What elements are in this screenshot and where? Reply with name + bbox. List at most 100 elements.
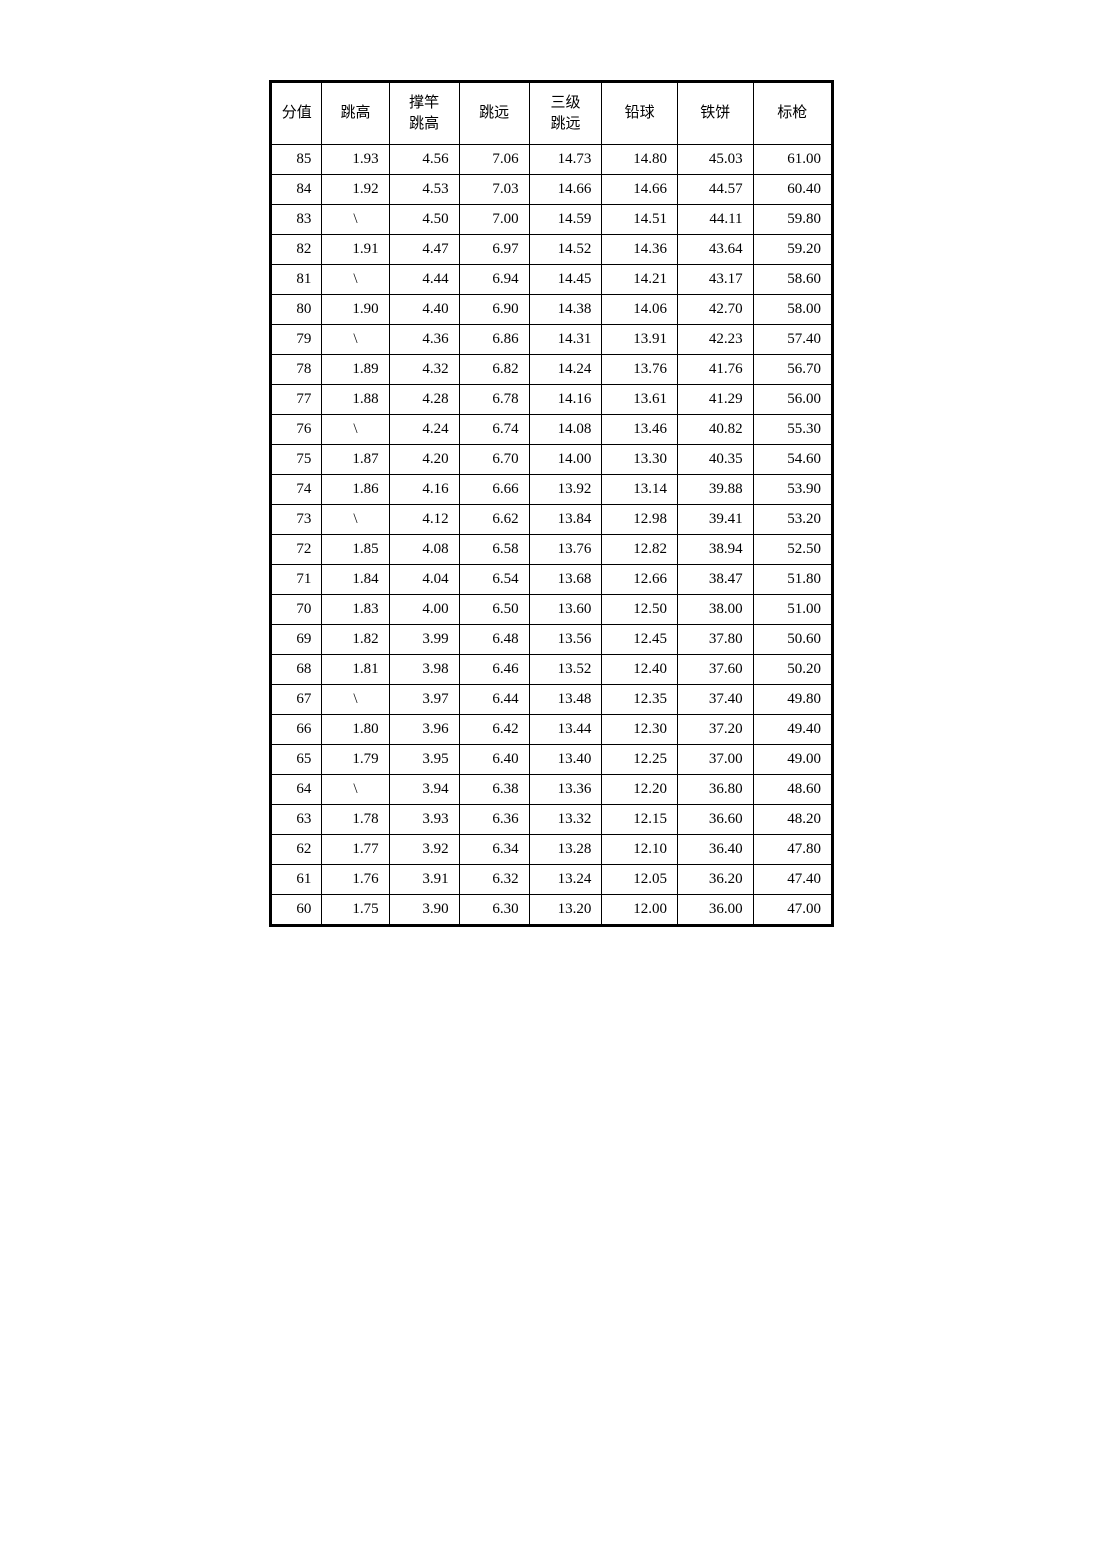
table-cell: 12.30	[602, 715, 678, 745]
table-row: 771.884.286.7814.1613.6141.2956.00	[272, 385, 832, 415]
table-cell: 38.94	[677, 535, 753, 565]
table-cell: 1.78	[322, 805, 389, 835]
table-cell: 14.45	[529, 265, 602, 295]
table-cell: 14.38	[529, 295, 602, 325]
table-cell: 65	[272, 745, 322, 775]
table-row: 701.834.006.5013.6012.5038.0051.00	[272, 595, 832, 625]
table-cell: 55.30	[753, 415, 831, 445]
table-cell: 51.80	[753, 565, 831, 595]
table-cell: 53.90	[753, 475, 831, 505]
table-cell: 58.60	[753, 265, 831, 295]
table-cell: 42.23	[677, 325, 753, 355]
table-cell: 44.11	[677, 205, 753, 235]
table-cell: 40.82	[677, 415, 753, 445]
table-cell: \	[322, 265, 389, 295]
table-cell: 13.68	[529, 565, 602, 595]
table-row: 681.813.986.4613.5212.4037.6050.20	[272, 655, 832, 685]
col-header-polevault: 撑竿跳高	[389, 83, 459, 145]
table-cell: 6.54	[459, 565, 529, 595]
table-cell: 36.40	[677, 835, 753, 865]
table-cell: 41.29	[677, 385, 753, 415]
table-cell: 12.40	[602, 655, 678, 685]
table-cell: \	[322, 775, 389, 805]
table-cell: 3.93	[389, 805, 459, 835]
table-cell: 38.47	[677, 565, 753, 595]
table-cell: \	[322, 325, 389, 355]
table-cell: 13.28	[529, 835, 602, 865]
table-cell: 14.59	[529, 205, 602, 235]
table-row: 631.783.936.3613.3212.1536.6048.20	[272, 805, 832, 835]
table-cell: 43.17	[677, 265, 753, 295]
table-row: 781.894.326.8214.2413.7641.7656.70	[272, 355, 832, 385]
table-row: 841.924.537.0314.6614.6644.5760.40	[272, 175, 832, 205]
table-cell: 1.76	[322, 865, 389, 895]
table-cell: 47.80	[753, 835, 831, 865]
table-cell: 70	[272, 595, 322, 625]
table-cell: 12.66	[602, 565, 678, 595]
table-cell: 50.60	[753, 625, 831, 655]
table-row: 691.823.996.4813.5612.4537.8050.60	[272, 625, 832, 655]
table-cell: 41.76	[677, 355, 753, 385]
table-cell: 53.20	[753, 505, 831, 535]
table-cell: 6.50	[459, 595, 529, 625]
table-cell: 37.20	[677, 715, 753, 745]
table-cell: 14.16	[529, 385, 602, 415]
table-cell: 4.47	[389, 235, 459, 265]
table-cell: 12.35	[602, 685, 678, 715]
table-cell: 36.00	[677, 895, 753, 925]
table-cell: 14.21	[602, 265, 678, 295]
table-cell: 3.92	[389, 835, 459, 865]
table-cell: 12.00	[602, 895, 678, 925]
table-cell: 14.80	[602, 145, 678, 175]
table-cell: 84	[272, 175, 322, 205]
table-cell: 12.20	[602, 775, 678, 805]
table-cell: 36.80	[677, 775, 753, 805]
table-cell: 14.66	[529, 175, 602, 205]
table-cell: 6.46	[459, 655, 529, 685]
table-cell: 45.03	[677, 145, 753, 175]
table-cell: 12.10	[602, 835, 678, 865]
table-cell: 37.60	[677, 655, 753, 685]
table-cell: 56.70	[753, 355, 831, 385]
table-row: 651.793.956.4013.4012.2537.0049.00	[272, 745, 832, 775]
table-row: 64\3.946.3813.3612.2036.8048.60	[272, 775, 832, 805]
table-cell: 1.88	[322, 385, 389, 415]
table-cell: 73	[272, 505, 322, 535]
table-cell: 3.94	[389, 775, 459, 805]
table-cell: 4.56	[389, 145, 459, 175]
table-cell: 12.25	[602, 745, 678, 775]
table-cell: 1.80	[322, 715, 389, 745]
table-cell: 12.05	[602, 865, 678, 895]
table-cell: 1.92	[322, 175, 389, 205]
table-cell: 13.91	[602, 325, 678, 355]
table-cell: 4.50	[389, 205, 459, 235]
table-cell: 37.00	[677, 745, 753, 775]
table-cell: 40.35	[677, 445, 753, 475]
col-header-shotput: 铅球	[602, 83, 678, 145]
table-cell: 4.00	[389, 595, 459, 625]
table-cell: 6.34	[459, 835, 529, 865]
table-cell: 61.00	[753, 145, 831, 175]
table-cell: 4.08	[389, 535, 459, 565]
table-cell: 66	[272, 715, 322, 745]
table-cell: 3.95	[389, 745, 459, 775]
header-row: 分值 跳高 撑竿跳高 跳远 三级跳远 铅球 铁饼 标枪	[272, 83, 832, 145]
table-cell: 3.91	[389, 865, 459, 895]
table-cell: 3.98	[389, 655, 459, 685]
table-row: 79\4.366.8614.3113.9142.2357.40	[272, 325, 832, 355]
table-cell: 43.64	[677, 235, 753, 265]
table-cell: 48.20	[753, 805, 831, 835]
table-row: 621.773.926.3413.2812.1036.4047.80	[272, 835, 832, 865]
table-cell: 4.36	[389, 325, 459, 355]
table-cell: 37.80	[677, 625, 753, 655]
table-head: 分值 跳高 撑竿跳高 跳远 三级跳远 铅球 铁饼 标枪	[272, 83, 832, 145]
table-cell: 59.80	[753, 205, 831, 235]
table-cell: 6.97	[459, 235, 529, 265]
table-cell: 3.99	[389, 625, 459, 655]
table-cell: 13.76	[529, 535, 602, 565]
table-cell: 6.90	[459, 295, 529, 325]
table-cell: 63	[272, 805, 322, 835]
table-cell: 6.74	[459, 415, 529, 445]
table-cell: 4.04	[389, 565, 459, 595]
table-row: 601.753.906.3013.2012.0036.0047.00	[272, 895, 832, 925]
